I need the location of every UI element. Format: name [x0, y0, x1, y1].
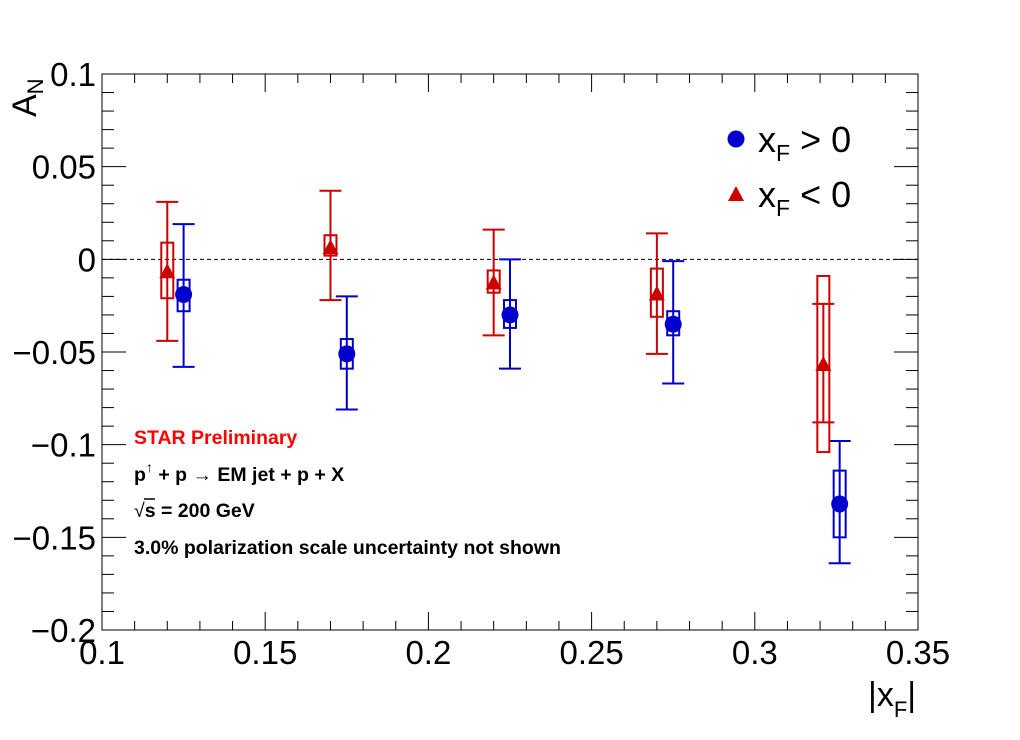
y-tick-label: −0.2: [31, 612, 96, 649]
systematic-error-box: [486, 269, 501, 294]
energy-label: √s = 200 GeV: [134, 500, 255, 522]
x-tick-label: 0.3: [732, 634, 778, 671]
star-preliminary-label: STAR Preliminary: [134, 427, 297, 449]
y-tick-label: 0: [78, 241, 96, 278]
reaction-label: p↑ + p → EM jet + p + X: [134, 459, 344, 486]
legend-xf-negative-main: x: [758, 174, 776, 215]
legend-xf-positive-main: x: [758, 119, 776, 160]
data-point-triangle: [159, 263, 176, 279]
data-point-circle: [831, 495, 849, 513]
y-tick-label: 0.1: [50, 56, 96, 93]
data-point-circle: [501, 306, 519, 324]
x-tick-label: 0.1: [79, 634, 125, 671]
legend: xF > 0 xF < 0: [727, 119, 851, 221]
data-point-triangle: [815, 355, 832, 371]
series-xf-negative: [156, 189, 835, 454]
x-tick-labels: 0.1 0.15 0.2 0.25 0.3 0.35: [79, 634, 950, 671]
reaction-proton: p: [134, 464, 146, 486]
data-layer: [156, 189, 851, 565]
y-tick-label: −0.15: [13, 519, 97, 556]
y-tick-label: −0.1: [31, 427, 96, 464]
legend-xf-positive-rest: > 0: [790, 119, 851, 160]
data-point-circle: [338, 345, 356, 363]
energy-rest: s = 200 GeV: [145, 500, 255, 522]
systematic-error-box: [649, 267, 664, 318]
data-point-triangle: [485, 274, 502, 290]
reaction-spin-arrow: ↑: [146, 459, 153, 475]
systematic-error-box: [160, 241, 175, 300]
x-axis-title-sub: F: [894, 697, 907, 722]
data-point-triangle: [322, 239, 339, 255]
data-point-triangle: [648, 285, 665, 301]
legend-label-xf-positive: xF > 0: [758, 119, 851, 166]
legend-marker-xf-positive: [727, 130, 745, 148]
legend-xf-positive-sub: F: [776, 140, 790, 166]
axis-ticks: [101, 73, 919, 631]
systematic-error-box: [816, 275, 831, 454]
systematic-error-box: [323, 234, 338, 257]
x-axis-title-end: |: [907, 676, 916, 714]
legend-xf-negative-rest: < 0: [790, 174, 851, 215]
y-axis-title: AN: [6, 78, 48, 117]
x-axis-title: |xF|: [868, 676, 916, 722]
legend-marker-xf-negative: [728, 186, 744, 201]
reaction-rest: + p → EM jet + p + X: [153, 464, 344, 486]
data-point-circle: [175, 286, 193, 304]
legend-xf-negative-sub: F: [776, 195, 790, 221]
y-axis-title-main: A: [6, 94, 44, 117]
data-point-circle: [664, 315, 682, 333]
x-tick-label: 0.15: [233, 634, 297, 671]
x-tick-label: 0.2: [405, 634, 451, 671]
legend-label-xf-negative: xF < 0: [758, 174, 851, 221]
polarization-note: 3.0% polarization scale uncertainty not …: [134, 537, 561, 559]
x-tick-label: 0.25: [559, 634, 623, 671]
y-tick-label: −0.05: [13, 334, 97, 371]
series-xf-positive: [172, 223, 851, 565]
y-tick-labels: −0.2 −0.15 −0.1 −0.05 0 0.05 0.1: [13, 56, 97, 649]
x-tick-label: 0.35: [886, 634, 950, 671]
y-axis-title-sub: N: [23, 78, 48, 94]
sqrt-symbol: √: [134, 500, 145, 522]
y-tick-label: 0.05: [32, 149, 96, 186]
x-axis-title-main: |x: [868, 676, 894, 714]
